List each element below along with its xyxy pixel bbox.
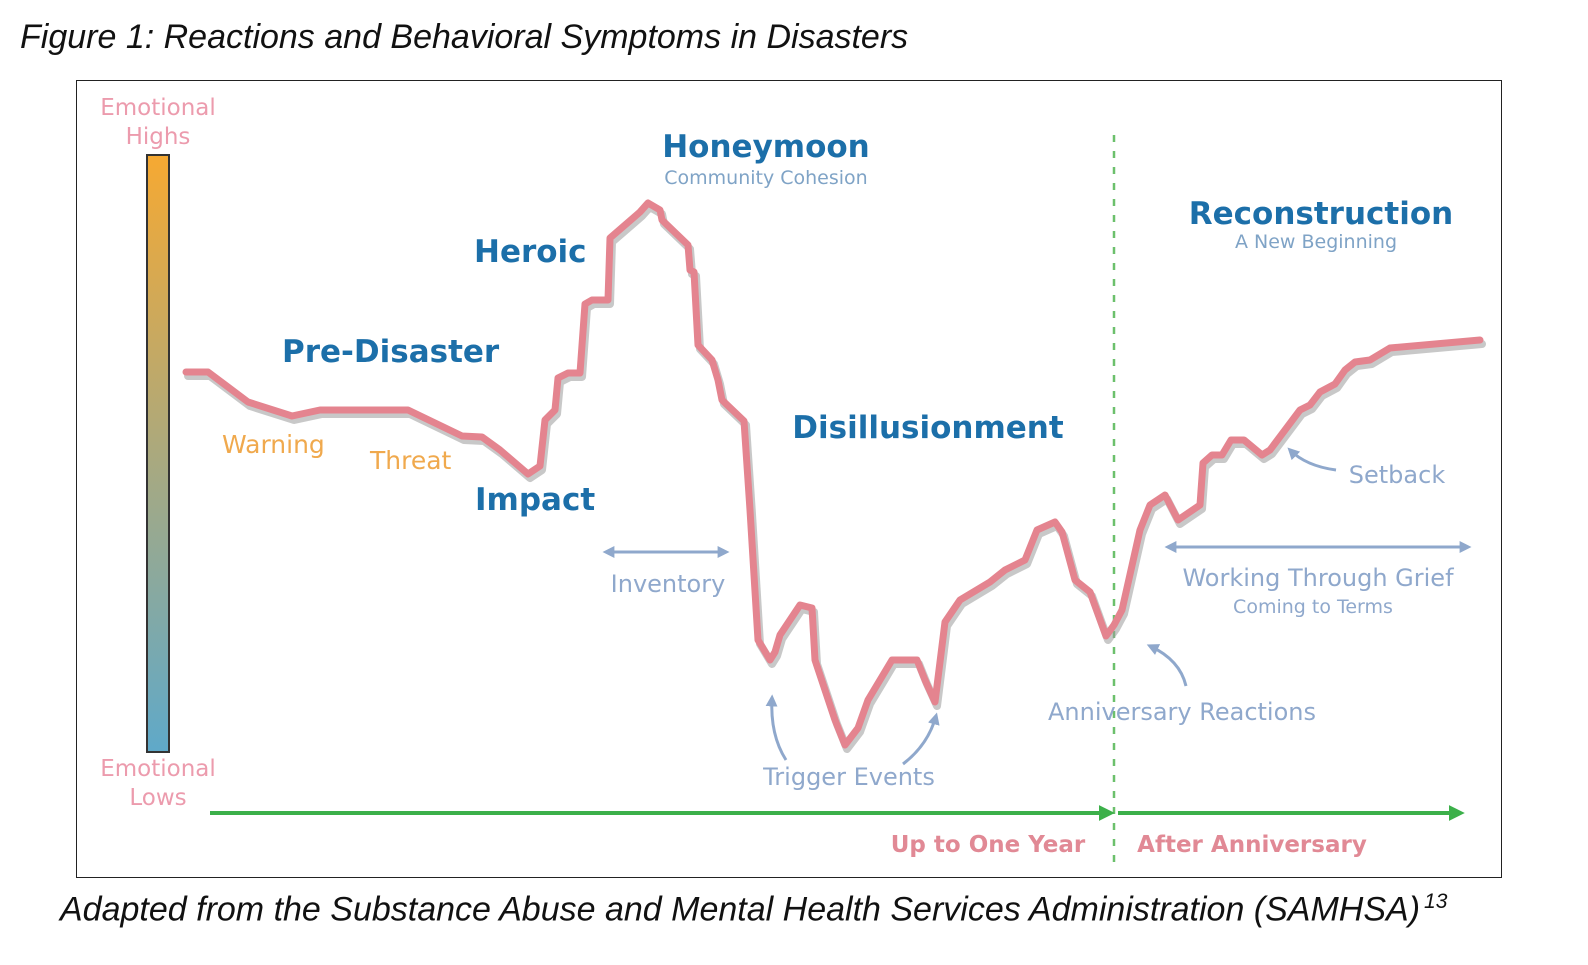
anniversary-reactions-label: Anniversary Reactions	[1048, 698, 1316, 726]
phase-honeymoon: Honeymoon	[662, 129, 870, 165]
after-anniversary-label: After Anniversary	[1137, 832, 1367, 858]
emotion-curve	[182, 199, 1484, 749]
trigger-events-label: Trigger Events	[762, 763, 935, 791]
scale-bottom-label-2: Lows	[129, 785, 186, 811]
up-to-one-year-label: Up to One Year	[891, 832, 1086, 858]
trigger-arrow-right	[902, 712, 940, 766]
phase-reconstruction-sub: A New Beginning	[1235, 231, 1397, 253]
diagram-frame	[76, 80, 1502, 878]
working-through-grief-label: Working Through Grief	[1182, 564, 1454, 592]
phase-disillusionment: Disillusionment	[792, 410, 1064, 446]
figure-caption: Adapted from the Substance Abuse and Men…	[60, 890, 1447, 929]
scale-bottom-label-1: Emotional	[100, 756, 216, 782]
coming-to-terms-label: Coming to Terms	[1233, 596, 1393, 618]
phase-heroic: Heroic	[474, 234, 587, 270]
scale-top-label-1: Emotional	[100, 95, 216, 121]
emotion-curve-shadow	[184, 203, 1486, 753]
inventory-label: Inventory	[611, 570, 726, 598]
phase-honeymoon-sub: Community Cohesion	[664, 167, 867, 189]
figure-caption-text: Adapted from the Substance Abuse and Men…	[60, 890, 1421, 929]
scale-top-label-2: Highs	[126, 124, 191, 150]
phase-warning: Warning	[222, 430, 325, 459]
phase-reconstruction: Reconstruction	[1189, 196, 1453, 232]
setback-label: Setback	[1349, 461, 1446, 489]
phase-impact: Impact	[475, 482, 595, 518]
figure-title: Figure 1: Reactions and Behavioral Sympt…	[20, 18, 909, 56]
emotional-scale-bar	[146, 154, 170, 753]
phase-pre-disaster: Pre-Disaster	[282, 334, 500, 370]
phase-threat: Threat	[369, 446, 452, 475]
trigger-arrow-left	[765, 694, 788, 761]
setback-arrow	[1287, 447, 1337, 472]
figure-caption-reference: 13	[1424, 890, 1448, 913]
anniversary-arrow	[1146, 644, 1188, 687]
